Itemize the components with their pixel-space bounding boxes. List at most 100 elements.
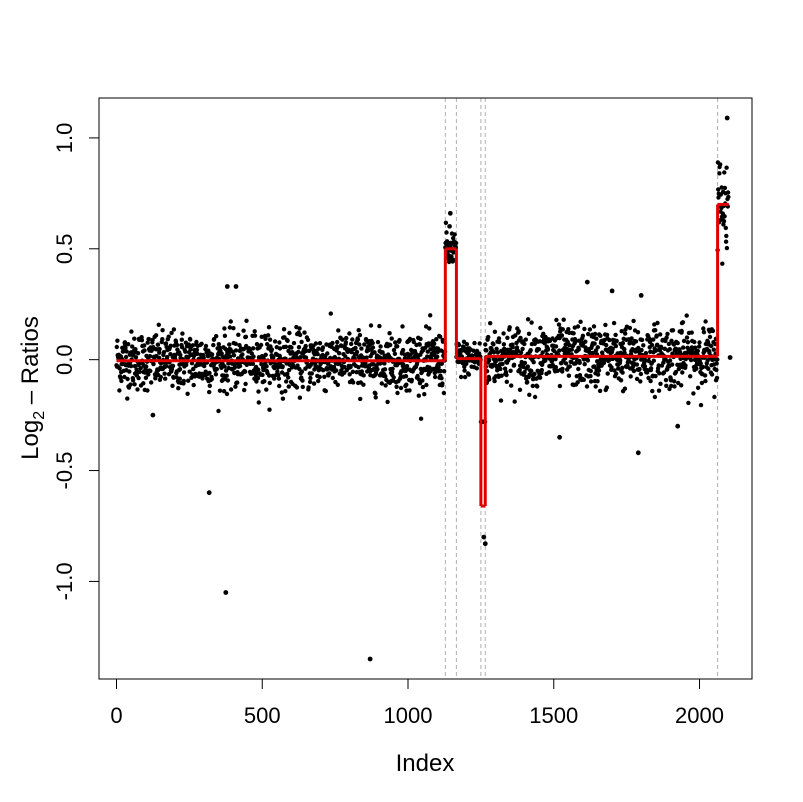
data-point <box>330 375 335 381</box>
data-point <box>272 376 277 381</box>
data-point <box>290 362 296 367</box>
data-point <box>302 330 307 335</box>
data-point <box>117 388 122 393</box>
data-point <box>155 342 161 347</box>
data-point <box>576 347 581 352</box>
data-point <box>656 363 661 368</box>
data-point <box>373 395 378 400</box>
data-point <box>717 171 722 176</box>
data-point <box>195 351 200 356</box>
data-point <box>149 380 154 385</box>
data-point <box>339 343 344 349</box>
data-point <box>553 356 558 362</box>
data-point <box>504 372 509 378</box>
data-point <box>697 344 702 349</box>
data-point <box>439 361 444 366</box>
x-tick-label: 0 <box>110 703 122 728</box>
data-point <box>577 373 583 378</box>
data-point <box>436 365 441 370</box>
data-point <box>598 333 603 338</box>
data-point <box>194 347 200 352</box>
data-point <box>530 383 535 389</box>
data-point <box>714 367 719 373</box>
data-point <box>514 345 520 350</box>
data-point <box>494 346 499 351</box>
data-point <box>361 373 366 378</box>
data-point <box>648 349 653 354</box>
data-point <box>240 352 245 357</box>
data-point <box>251 354 256 359</box>
data-point <box>499 373 504 378</box>
data-point <box>507 325 512 330</box>
data-point <box>266 325 272 330</box>
x-tick-label: 2000 <box>675 703 724 728</box>
data-point <box>397 337 402 343</box>
data-point <box>523 337 528 342</box>
data-point <box>643 351 649 356</box>
data-point <box>526 331 532 336</box>
data-point <box>688 374 693 379</box>
data-point <box>124 349 129 354</box>
data-point <box>657 371 662 376</box>
data-point <box>560 366 565 372</box>
data-point <box>584 384 590 389</box>
data-point <box>492 378 497 384</box>
data-point <box>675 340 680 346</box>
data-point <box>604 385 609 390</box>
data-point <box>724 165 729 170</box>
data-point <box>317 341 323 346</box>
data-point <box>316 378 321 384</box>
data-point <box>560 327 565 332</box>
data-point <box>375 366 380 372</box>
data-point <box>298 355 303 360</box>
data-point <box>179 337 184 342</box>
data-point <box>620 340 626 346</box>
data-point <box>612 368 617 373</box>
data-point <box>437 334 443 339</box>
data-point <box>225 378 231 383</box>
data-point <box>636 345 641 351</box>
data-point <box>420 378 425 383</box>
data-point <box>438 368 443 374</box>
data-point <box>163 341 169 346</box>
data-point <box>207 370 212 376</box>
data-point <box>349 341 354 347</box>
data-point <box>171 327 177 332</box>
data-point <box>449 254 454 259</box>
data-point <box>586 331 591 337</box>
data-point <box>383 383 388 388</box>
data-point <box>128 363 134 369</box>
data-point <box>692 339 697 345</box>
data-point <box>168 352 173 357</box>
data-point <box>522 370 527 375</box>
data-point <box>142 348 147 353</box>
data-point <box>277 346 283 351</box>
data-point <box>642 364 648 369</box>
data-point <box>639 347 644 353</box>
data-point <box>629 336 634 341</box>
data-point <box>680 370 685 375</box>
data-point <box>139 338 145 343</box>
data-point <box>277 340 282 345</box>
data-point <box>350 337 355 342</box>
data-point <box>698 361 703 366</box>
data-point <box>535 384 540 389</box>
data-point <box>294 385 300 390</box>
data-point <box>494 358 499 363</box>
data-point <box>509 383 514 388</box>
data-point <box>613 343 619 349</box>
data-point <box>464 361 469 366</box>
data-point <box>658 332 663 337</box>
data-point <box>620 365 625 370</box>
data-point <box>244 318 249 323</box>
segment-means <box>116 202 729 508</box>
data-point <box>596 368 602 373</box>
data-point <box>686 400 691 406</box>
data-point <box>537 375 543 380</box>
data-point <box>132 336 137 341</box>
data-point <box>177 367 183 372</box>
data-point <box>487 377 492 382</box>
data-point <box>393 340 398 345</box>
data-point <box>665 331 670 337</box>
data-point <box>688 357 694 363</box>
